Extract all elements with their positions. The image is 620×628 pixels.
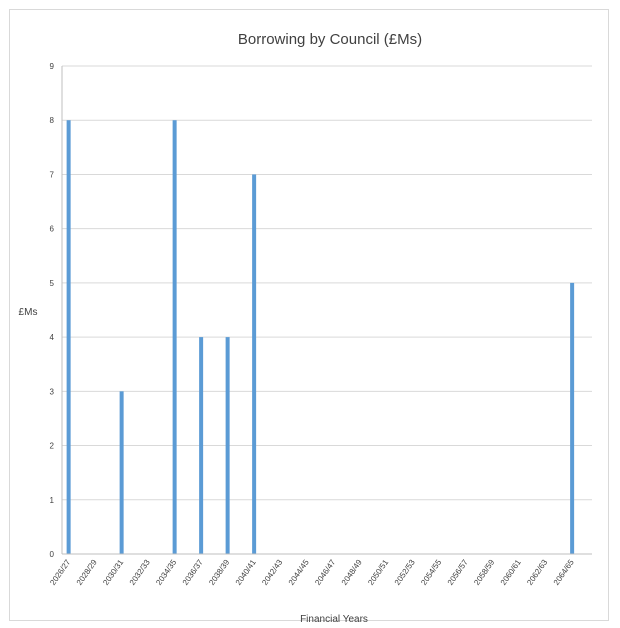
y-tick-label: 4: [50, 333, 55, 342]
x-tick-label: 2030/31: [101, 558, 125, 587]
x-tick-label: 2032/33: [128, 558, 152, 587]
x-tick-label: 2060/61: [499, 558, 523, 587]
y-axis-label: £Ms: [19, 307, 38, 318]
bar: [119, 391, 124, 554]
x-tick-label: 2052/53: [393, 558, 417, 587]
x-tick-label: 2044/45: [287, 558, 311, 587]
y-tick-label: 1: [50, 496, 55, 505]
x-tick-label: 2026/27: [48, 558, 72, 587]
x-tick-label: 2062/63: [525, 558, 549, 587]
y-tick-label: 5: [50, 279, 55, 288]
x-tick-label: 2058/59: [472, 558, 496, 587]
y-tick-label: 2: [50, 442, 55, 451]
chart-title: Borrowing by Council (£Ms): [238, 31, 422, 48]
x-tick-label: 2054/55: [419, 558, 443, 587]
bar: [225, 337, 230, 554]
x-axis-label: Financial Years: [300, 614, 368, 625]
x-tick-label: 2028/29: [75, 558, 99, 587]
x-tick-label: 2064/65: [552, 558, 576, 587]
bar: [252, 174, 257, 554]
y-tick-label: 0: [50, 550, 55, 559]
bar: [199, 337, 204, 554]
y-tick-label: 3: [50, 387, 55, 396]
chart-frame: [9, 9, 609, 621]
y-tick-label: 6: [50, 225, 55, 234]
y-tick-label: 7: [50, 170, 55, 179]
bar: [570, 282, 575, 554]
x-tick-label: 2046/47: [313, 558, 337, 587]
x-tick-label: 2040/41: [234, 558, 258, 587]
x-tick-label: 2050/51: [366, 558, 390, 587]
x-tick-label: 2036/37: [181, 558, 205, 587]
y-tick-label: 8: [50, 116, 55, 125]
y-tick-label: 9: [50, 62, 55, 71]
x-tick-label: 2038/39: [207, 558, 231, 587]
x-tick-label: 2056/57: [446, 558, 470, 587]
x-tick-label: 2034/35: [154, 558, 178, 587]
x-tick-label: 2048/49: [340, 558, 364, 587]
x-tick-label: 2042/43: [260, 558, 284, 587]
bar: [66, 120, 71, 554]
bar: [172, 120, 177, 554]
